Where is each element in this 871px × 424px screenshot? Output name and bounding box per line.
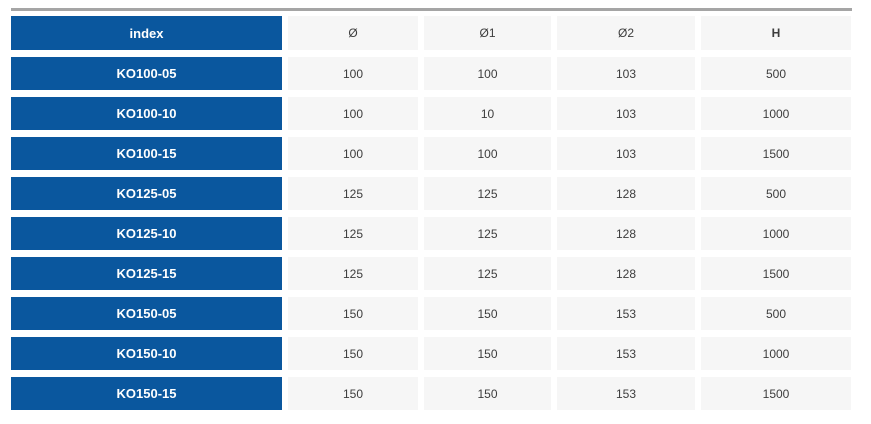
cell-height: 500 <box>701 57 851 90</box>
row-index-cell[interactable]: KO100-10 <box>11 97 282 130</box>
cell-height: 1000 <box>701 217 851 250</box>
cell-diameter1: 100 <box>424 57 551 90</box>
table-row: KO150-05 150 150 153 500 <box>11 297 852 330</box>
row-index-cell[interactable]: KO100-05 <box>11 57 282 90</box>
cell-diameter: 100 <box>288 97 418 130</box>
header-cell-diameter: Ø <box>288 16 418 50</box>
row-index-cell[interactable]: KO150-05 <box>11 297 282 330</box>
cell-height: 1500 <box>701 137 851 170</box>
cell-diameter2: 128 <box>557 257 695 290</box>
table-row: KO150-15 150 150 153 1500 <box>11 377 852 410</box>
cell-diameter: 150 <box>288 297 418 330</box>
cell-diameter2: 128 <box>557 177 695 210</box>
cell-height: 500 <box>701 297 851 330</box>
row-index-cell[interactable]: KO100-15 <box>11 137 282 170</box>
cell-diameter2: 153 <box>557 337 695 370</box>
cell-height: 1000 <box>701 337 851 370</box>
cell-diameter: 125 <box>288 217 418 250</box>
cell-diameter: 150 <box>288 337 418 370</box>
row-index-cell[interactable]: KO125-05 <box>11 177 282 210</box>
cell-height: 1000 <box>701 97 851 130</box>
cell-height: 500 <box>701 177 851 210</box>
cell-diameter1: 125 <box>424 177 551 210</box>
cell-diameter2: 153 <box>557 297 695 330</box>
row-index-cell[interactable]: KO150-15 <box>11 377 282 410</box>
product-spec-table: index Ø Ø1 Ø2 H KO100-05 100 100 103 500 KO100-10… <box>11 8 852 410</box>
cell-diameter1: 10 <box>424 97 551 130</box>
table-row: KO100-05 100 100 103 500 <box>11 57 852 90</box>
cell-diameter: 150 <box>288 377 418 410</box>
cell-diameter: 125 <box>288 177 418 210</box>
table-row: KO125-10 125 125 128 1000 <box>11 217 852 250</box>
header-cell-height: H <box>701 16 851 50</box>
cell-diameter2: 153 <box>557 377 695 410</box>
cell-diameter2: 103 <box>557 57 695 90</box>
header-cell-diameter1: Ø1 <box>424 16 551 50</box>
table-row: KO100-10 100 10 103 1000 <box>11 97 852 130</box>
table-row: KO125-15 125 125 128 1500 <box>11 257 852 290</box>
cell-diameter1: 150 <box>424 377 551 410</box>
table-row: KO150-10 150 150 153 1000 <box>11 337 852 370</box>
table-body: KO100-05 100 100 103 500 KO100-10 100 10 103 1000… <box>11 57 852 410</box>
cell-height: 1500 <box>701 257 851 290</box>
cell-diameter1: 150 <box>424 297 551 330</box>
cell-diameter1: 125 <box>424 217 551 250</box>
cell-diameter: 100 <box>288 57 418 90</box>
table-row: KO125-05 125 125 128 500 <box>11 177 852 210</box>
cell-diameter1: 150 <box>424 337 551 370</box>
row-index-cell[interactable]: KO125-15 <box>11 257 282 290</box>
cell-diameter2: 103 <box>557 97 695 130</box>
table-header-row: index Ø Ø1 Ø2 H <box>11 16 852 50</box>
cell-diameter1: 100 <box>424 137 551 170</box>
table-top-border <box>11 8 852 11</box>
row-index-cell[interactable]: KO125-10 <box>11 217 282 250</box>
table-row: KO100-15 100 100 103 1500 <box>11 137 852 170</box>
cell-diameter1: 125 <box>424 257 551 290</box>
cell-diameter2: 103 <box>557 137 695 170</box>
header-cell-diameter2: Ø2 <box>557 16 695 50</box>
cell-diameter: 100 <box>288 137 418 170</box>
header-cell-index: index <box>11 16 282 50</box>
row-index-cell[interactable]: KO150-10 <box>11 337 282 370</box>
cell-height: 1500 <box>701 377 851 410</box>
cell-diameter2: 128 <box>557 217 695 250</box>
cell-diameter: 125 <box>288 257 418 290</box>
